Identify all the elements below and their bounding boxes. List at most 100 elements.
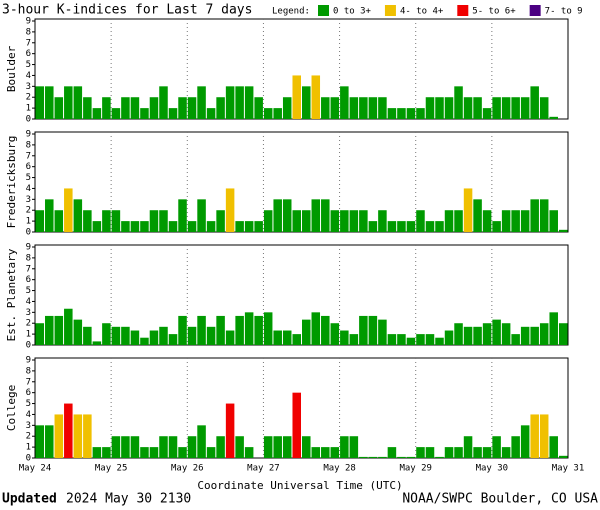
bar: [549, 116, 558, 119]
bar: [225, 403, 235, 458]
bar: [111, 436, 121, 458]
bar: [130, 330, 140, 345]
bar: [425, 221, 435, 232]
bar: [244, 312, 254, 345]
bar: [254, 97, 263, 119]
bar: [235, 86, 244, 119]
bar: [140, 447, 149, 458]
x-tick-label: May 28: [323, 464, 356, 474]
bar: [35, 323, 45, 345]
bar: [225, 188, 235, 232]
bar: [425, 447, 435, 458]
bar: [359, 210, 368, 232]
bar: [206, 108, 216, 119]
bar: [178, 199, 187, 232]
plot-frame: [34, 244, 569, 346]
y-tick-label: 8: [26, 27, 31, 37]
bar: [492, 97, 501, 119]
bar: [463, 97, 473, 119]
bar: [549, 210, 558, 232]
x-axis-label: Coordinate Universal Time (UTC): [197, 479, 402, 492]
bar: [235, 221, 244, 232]
panel-name: Fredericksburg: [5, 136, 18, 229]
y-tick-label: 0: [26, 115, 31, 125]
bar: [64, 308, 73, 345]
y-tick-label: 8: [26, 140, 31, 150]
bar: [482, 108, 492, 119]
bar: [130, 436, 140, 458]
updated-label: Updated: [2, 492, 57, 507]
bar: [73, 414, 83, 458]
bar: [64, 403, 73, 458]
bar: [482, 447, 492, 458]
y-tick-label: 4: [26, 410, 31, 420]
bar: [121, 221, 130, 232]
bar: [130, 97, 140, 119]
bar: [349, 97, 359, 119]
bar: [330, 447, 340, 458]
bar: [444, 97, 454, 119]
bar: [397, 108, 406, 119]
bar: [558, 229, 568, 232]
bar: [520, 210, 530, 232]
bar: [463, 326, 473, 345]
bar: [549, 312, 558, 345]
bar: [482, 210, 492, 232]
bar: [435, 456, 444, 458]
bar: [292, 210, 301, 232]
bar: [206, 326, 216, 345]
y-tick-label: 0: [26, 341, 31, 351]
bar: [473, 447, 482, 458]
bar: [273, 436, 282, 458]
bar: [140, 337, 149, 345]
bar: [45, 86, 54, 119]
bar: [520, 425, 530, 458]
x-tick-label: May 25: [95, 464, 128, 474]
bar: [45, 425, 54, 458]
bar: [444, 210, 454, 232]
panel-name: College: [5, 385, 18, 431]
bar: [92, 341, 102, 345]
legend-title: Legend:: [272, 7, 310, 17]
bar: [330, 323, 340, 345]
bar: [520, 326, 530, 345]
bar: [368, 221, 378, 232]
bar: [187, 436, 197, 458]
bar: [54, 210, 64, 232]
bar: [216, 210, 225, 232]
bar: [35, 210, 45, 232]
bar: [416, 447, 425, 458]
bar: [102, 210, 111, 232]
bar: [501, 323, 511, 345]
bar: [501, 97, 511, 119]
y-tick-label: 6: [26, 162, 31, 172]
bar: [530, 86, 539, 119]
bar: [492, 319, 501, 345]
bar: [187, 221, 197, 232]
bar: [102, 97, 111, 119]
bar: [178, 97, 187, 119]
bar: [473, 97, 482, 119]
bar: [511, 97, 520, 119]
bar: [473, 326, 482, 345]
bar: [130, 221, 140, 232]
bar: [64, 86, 73, 119]
credit: NOAA/SWPC Boulder, CO USA: [402, 492, 598, 507]
bar: [397, 221, 406, 232]
bar: [282, 330, 292, 345]
bar: [73, 86, 83, 119]
bar: [359, 315, 368, 345]
bar: [282, 199, 292, 232]
bar: [501, 210, 511, 232]
x-tick-label: May 30: [476, 464, 509, 474]
bar: [387, 221, 397, 232]
y-tick-label: 0: [26, 228, 31, 238]
bar: [54, 97, 64, 119]
bar: [359, 456, 368, 458]
bar: [463, 188, 473, 232]
y-tick-label: 4: [26, 297, 31, 307]
plot-frame: [34, 18, 569, 120]
bar: [83, 210, 92, 232]
bar: [530, 414, 539, 458]
bar: [359, 97, 368, 119]
